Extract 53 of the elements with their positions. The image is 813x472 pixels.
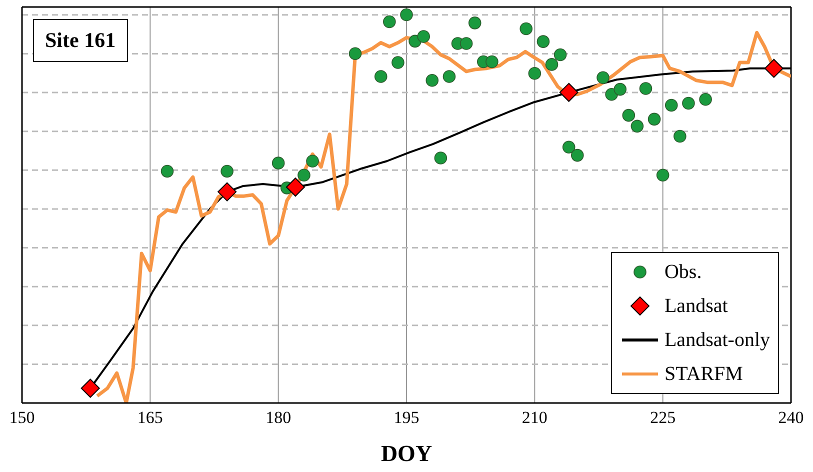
point [570, 148, 584, 162]
point [596, 71, 610, 84]
point [674, 130, 686, 143]
point [699, 93, 712, 106]
point [545, 58, 558, 71]
x-tick-label: 195 [394, 408, 420, 428]
x-tick-label: 210 [522, 408, 548, 428]
point [622, 108, 636, 122]
point [348, 47, 362, 60]
point [218, 182, 237, 202]
point [764, 58, 784, 78]
point [374, 70, 388, 83]
point [383, 15, 396, 28]
point [559, 82, 578, 102]
point [648, 112, 661, 126]
legend-label: Landsat-only [664, 328, 770, 352]
point [528, 66, 542, 80]
point [656, 168, 670, 182]
point [220, 164, 234, 178]
point [434, 152, 448, 164]
point [486, 55, 498, 68]
point [286, 178, 305, 197]
x-tick-label: 150 [9, 408, 35, 428]
point [272, 156, 285, 170]
point [80, 378, 100, 398]
point [664, 98, 678, 112]
legend-label: Landsat [664, 294, 728, 318]
point [554, 48, 567, 62]
x-tick-label: 180 [266, 408, 292, 428]
point [160, 164, 174, 178]
x-axis-title: DOY [380, 441, 432, 466]
point [639, 82, 652, 95]
point [614, 82, 627, 96]
point [630, 120, 644, 133]
point [460, 37, 473, 50]
text: Site 161 [33, 19, 128, 62]
x-tick-label: 165 [137, 408, 163, 428]
point [520, 22, 533, 36]
x-tick-label: 225 [650, 408, 676, 428]
point [442, 70, 456, 83]
point [392, 56, 404, 69]
point [468, 16, 482, 30]
point [682, 96, 695, 110]
point [417, 30, 430, 43]
point [562, 140, 576, 154]
x-tick-label: 240 [778, 408, 804, 428]
point [306, 154, 319, 168]
point [298, 168, 310, 182]
legend-label: STARFM [664, 362, 743, 386]
legend-label: Obs. [664, 260, 702, 284]
point [400, 8, 413, 22]
point [426, 74, 439, 87]
point [536, 35, 550, 48]
